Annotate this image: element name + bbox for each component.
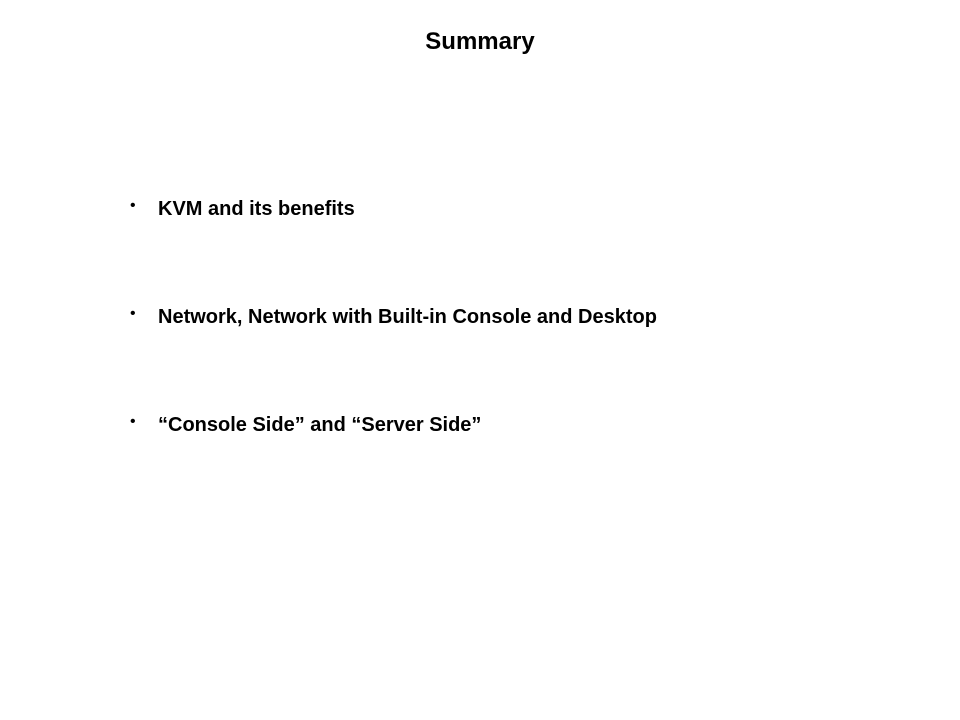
bullet-item: KVM and its benefits [130,196,880,222]
slide-title: Summary [0,0,960,56]
bullet-list: KVM and its benefits Network, Network wi… [0,196,960,438]
bullet-item: “Console Side” and “Server Side” [130,412,880,438]
bullet-item: Network, Network with Built-in Console a… [130,304,880,330]
